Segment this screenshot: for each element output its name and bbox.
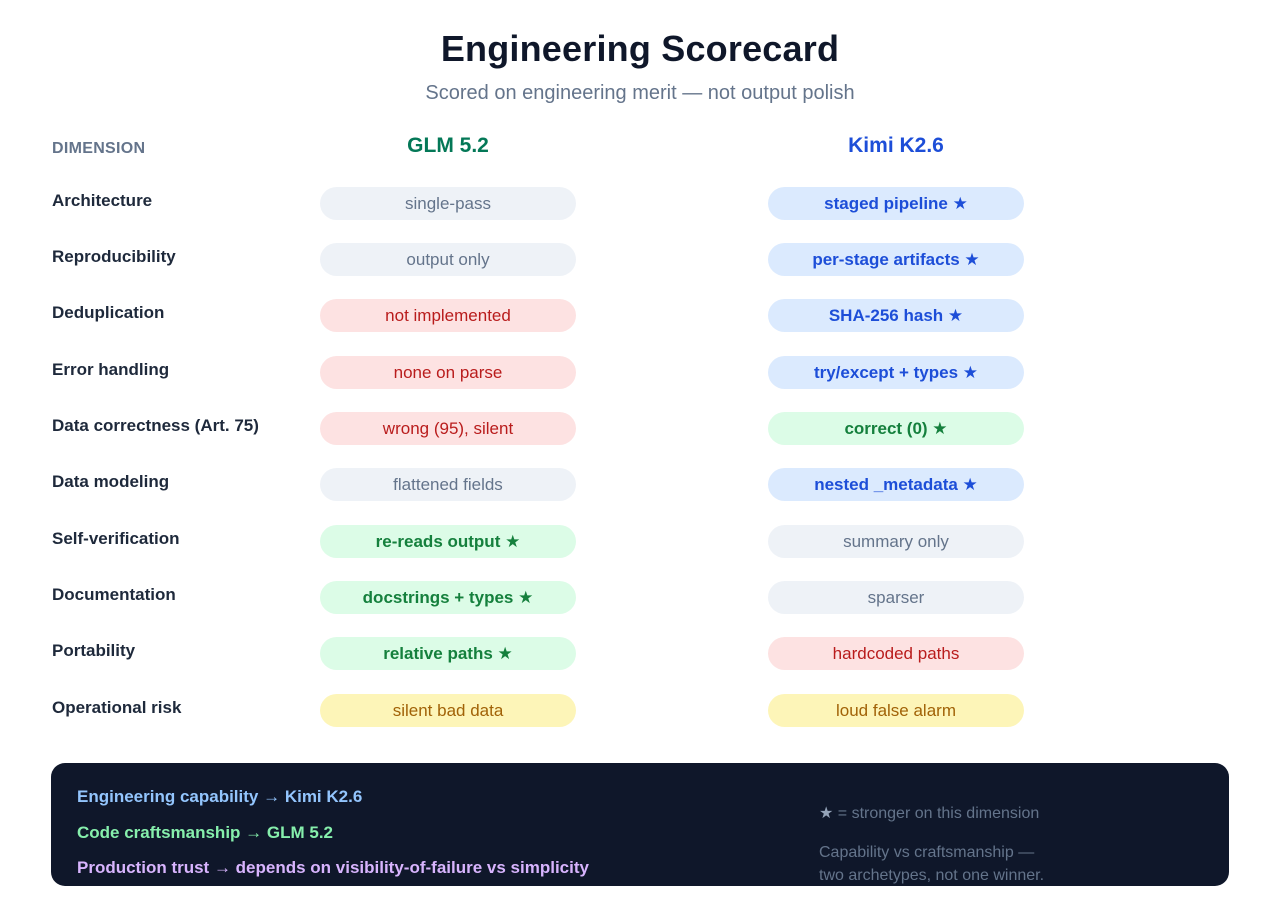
model-a-score-pill: relative paths ★ [320,637,576,670]
summary-panel: Engineering capability → Kimi K2.6 Code … [51,763,1229,886]
table-row: Operational risk silent bad data loud fa… [0,694,1280,727]
summary-note-line: Capability vs craftsmanship — [819,844,1035,861]
model-b-score-pill: per-stage artifacts ★ [768,243,1024,276]
column-header-dimension: DIMENSION [52,140,146,157]
table-row: Self-verification re-reads output ★ summ… [0,525,1280,558]
dimension-label: Error handling [52,360,170,379]
column-header-model-b: Kimi K2.6 [848,134,944,157]
table-row: Data modeling flattened fields nested _m… [0,468,1280,501]
verdict-production-trust: Production trust → depends on visibility… [77,858,589,877]
dimension-label: Deduplication [52,303,165,322]
model-b-score-pill: staged pipeline ★ [768,187,1024,220]
table-row: Deduplication not implemented SHA-256 ha… [0,299,1280,332]
summary-note: Capability vs craftsmanship — two archet… [819,841,1044,886]
dimension-label: Documentation [52,585,176,604]
model-b-score-pill: correct (0) ★ [768,412,1024,445]
model-a-score-pill: silent bad data [320,694,576,727]
verdict-engineering-capability: Engineering capability → Kimi K2.6 [77,787,363,806]
page-title: Engineering Scorecard [440,28,840,69]
model-b-score-pill: nested _metadata ★ [768,468,1024,501]
model-a-score-pill: single-pass [320,187,576,220]
model-b-score-pill: hardcoded paths [768,637,1024,670]
table-row: Portability relative paths ★ hardcoded p… [0,637,1280,670]
table-row: Error handling none on parse try/except … [0,356,1280,389]
summary-note-line: two archetypes, not one winner. [819,867,1045,884]
verdict-code-craftsmanship: Code craftsmanship → GLM 5.2 [77,823,333,842]
dimension-label: Data modeling [52,472,170,491]
column-header-model-a: GLM 5.2 [407,134,489,157]
dimension-label: Self-verification [52,529,180,548]
page-subtitle: Scored on engineering merit — not output… [425,82,855,104]
model-a-score-pill: re-reads output ★ [320,525,576,558]
model-a-score-pill: not implemented [320,299,576,332]
dimension-label: Reproducibility [52,247,176,266]
model-a-score-pill: docstrings + types ★ [320,581,576,614]
dimension-label: Operational risk [52,698,182,717]
model-a-score-pill: wrong (95), silent [320,412,576,445]
table-row: Documentation docstrings + types ★ spars… [0,581,1280,614]
model-b-score-pill: try/except + types ★ [768,356,1024,389]
model-a-score-pill: output only [320,243,576,276]
legend-text: = stronger on this dimension [833,805,1040,822]
table-row: Reproducibility output only per-stage ar… [0,243,1280,276]
model-a-score-pill: flattened fields [320,468,576,501]
dimension-label: Portability [52,641,136,660]
dimension-label: Data correctness (Art. 75) [52,416,259,435]
model-b-score-pill: sparser [768,581,1024,614]
dimension-label: Architecture [52,191,153,210]
legend: ★ = stronger on this dimension [819,803,1039,823]
star-icon: ★ [819,805,834,822]
model-b-score-pill: summary only [768,525,1024,558]
model-b-score-pill: loud false alarm [768,694,1024,727]
model-b-score-pill: SHA-256 hash ★ [768,299,1024,332]
model-a-score-pill: none on parse [320,356,576,389]
table-row: Architecture single-pass staged pipeline… [0,187,1280,220]
table-row: Data correctness (Art. 75) wrong (95), s… [0,412,1280,445]
